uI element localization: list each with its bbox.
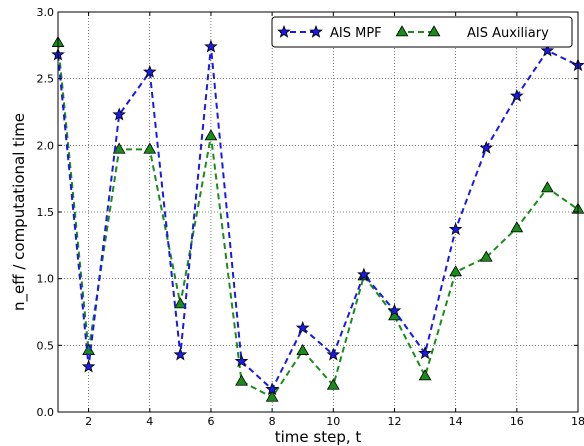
- data-point-ais-mpf: [234, 354, 249, 368]
- data-point-ais-mpf: [448, 222, 463, 236]
- y-tick-label: 1.0: [37, 273, 55, 286]
- x-axis-label: time step, t: [275, 428, 362, 446]
- data-point-ais-mpf: [387, 303, 402, 317]
- data-point-ais-auxiliary: [418, 369, 432, 381]
- data-point-ais-mpf: [81, 359, 96, 373]
- data-point-ais-auxiliary: [326, 378, 340, 390]
- x-tick-label: 8: [269, 415, 276, 428]
- axis-ticks: 2 4 6 8 10 12 14 16 18 0.0 0.5 1.0 1.5 2.0 2.5 3.0: [37, 6, 584, 428]
- y-tick-label: 0.0: [37, 406, 55, 419]
- legend-label-ais-mpf: AIS MPF: [330, 26, 382, 41]
- legend-marker: [277, 24, 291, 38]
- data-point-ais-mpf: [418, 346, 432, 360]
- x-tick-label: 6: [207, 415, 214, 428]
- data-point-ais-auxiliary: [204, 129, 218, 141]
- data-point-ais-mpf: [510, 88, 524, 102]
- data-point-ais-mpf: [142, 64, 157, 78]
- series-ais-mpf: [51, 39, 584, 396]
- x-tick-label: 18: [571, 415, 584, 428]
- legend-key-ais-mpf: [277, 24, 323, 38]
- data-point-ais-mpf: [112, 107, 126, 121]
- series-line-ais-auxiliary: [57, 42, 579, 399]
- x-tick-label: 2: [85, 415, 92, 428]
- data-point-ais-mpf: [357, 267, 371, 281]
- y-axis-label: n_eff / computational time: [10, 113, 29, 311]
- data-point-ais-mpf: [204, 39, 218, 53]
- series-line-ais-mpf: [57, 46, 579, 391]
- data-point-ais-auxiliary: [449, 265, 463, 277]
- legend-marker: [309, 24, 323, 38]
- x-tick-label: 4: [146, 415, 153, 428]
- y-tick-label: 1.5: [37, 206, 55, 219]
- data-point-ais-auxiliary: [510, 221, 524, 233]
- legend: AIS MPF AIS Auxiliary: [271, 16, 573, 48]
- y-tick-label: 2.5: [37, 73, 55, 86]
- x-tick-label: 16: [510, 415, 524, 428]
- data-point-ais-auxiliary: [479, 250, 493, 262]
- data-point-ais-auxiliary: [143, 142, 157, 154]
- legend-key-ais-auxiliary: [395, 25, 441, 37]
- y-tick-label: 3.0: [37, 6, 55, 19]
- data-point-ais-auxiliary: [296, 343, 310, 355]
- data-point-ais-auxiliary: [173, 297, 187, 309]
- data-point-ais-mpf: [173, 347, 188, 361]
- data-point-ais-mpf: [265, 382, 279, 396]
- series-layer: [51, 35, 584, 402]
- data-point-ais-auxiliary: [235, 374, 248, 386]
- series-ais-auxiliary: [51, 35, 584, 402]
- legend-marker: [427, 25, 441, 37]
- grid: [58, 11, 579, 413]
- data-point-ais-mpf: [295, 320, 310, 334]
- legend-label-ais-auxiliary: AIS Auxiliary: [467, 26, 549, 41]
- y-tick-label: 2.0: [37, 139, 55, 152]
- data-point-ais-auxiliary: [112, 142, 126, 154]
- x-tick-label: 10: [326, 415, 340, 428]
- data-point-ais-auxiliary: [82, 343, 95, 355]
- y-tick-label: 0.5: [37, 339, 55, 352]
- data-point-ais-mpf: [479, 140, 494, 154]
- x-tick-label: 14: [449, 415, 463, 428]
- data-point-ais-auxiliary: [541, 181, 554, 193]
- legend-marker: [395, 25, 409, 37]
- data-point-ais-mpf: [540, 43, 555, 57]
- x-tick-label: 12: [387, 415, 401, 428]
- data-point-ais-mpf: [326, 347, 341, 361]
- data-point-ais-auxiliary: [265, 390, 279, 402]
